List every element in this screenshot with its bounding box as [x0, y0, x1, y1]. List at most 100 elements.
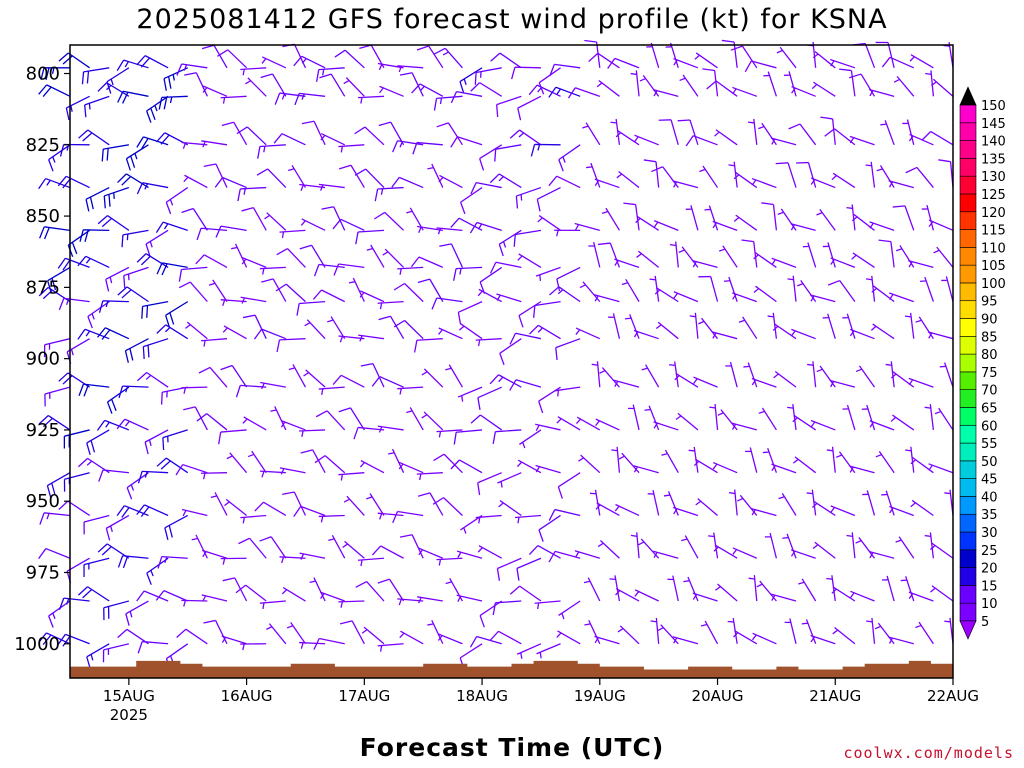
- barb-half-flag: [615, 590, 621, 596]
- barb-staff: [292, 364, 307, 388]
- wind-barb: [732, 547, 758, 559]
- barb-staff: [936, 246, 954, 268]
- barb-half-flag: [535, 424, 540, 431]
- barb-flag: [530, 144, 536, 157]
- wind-barb: [509, 129, 542, 146]
- barb-staff: [635, 204, 640, 231]
- wind-barb: [57, 175, 90, 189]
- barb-staff: [479, 266, 503, 283]
- barb-flag: [142, 346, 145, 360]
- colorbar-segment: [959, 229, 977, 248]
- barb-half-flag: [678, 249, 685, 253]
- barb-staff: [538, 215, 561, 231]
- barb-flag: [374, 188, 379, 202]
- barb-flag: [116, 505, 125, 517]
- barb-staff: [904, 205, 915, 231]
- barb-flag: [117, 628, 128, 639]
- barb-flag: [273, 133, 283, 144]
- barb-staff: [810, 634, 836, 645]
- wind-barb: [672, 636, 699, 645]
- wind-barb: [124, 338, 149, 363]
- barb-staff: [498, 229, 522, 245]
- wind-barb: [293, 55, 326, 69]
- barb-flag: [492, 602, 497, 616]
- barb-staff: [558, 144, 581, 161]
- barb-half-flag: [669, 243, 677, 247]
- barb-half-flag: [445, 367, 452, 371]
- wind-barb: [721, 39, 738, 68]
- barb-flag: [85, 199, 90, 212]
- barb-flag: [84, 229, 89, 243]
- wind-barb: [359, 290, 385, 303]
- barb-half-flag: [846, 206, 853, 210]
- barb-half-flag: [929, 544, 936, 550]
- barb-flag: [121, 176, 132, 186]
- barb-staff: [299, 641, 326, 645]
- wind-barb: [748, 575, 758, 602]
- wind-barb: [851, 252, 875, 268]
- barb-staff: [534, 300, 561, 307]
- barb-flag: [377, 578, 390, 584]
- colorbar-label: 80: [981, 348, 998, 363]
- barb-half-flag: [904, 315, 912, 318]
- wind-barb: [220, 557, 247, 565]
- barb-half-flag: [88, 103, 91, 110]
- barb-half-flag: [280, 421, 286, 428]
- wind-barb: [96, 419, 130, 431]
- barb-half-flag: [849, 592, 855, 599]
- barb-half-flag: [438, 329, 443, 335]
- barb-staff: [126, 286, 149, 303]
- barb-flag: [556, 278, 561, 292]
- barb-flag: [196, 413, 208, 422]
- wind-barb: [48, 600, 71, 628]
- wind-barb: [338, 144, 365, 153]
- wind-barb: [919, 276, 934, 302]
- barb-half-flag: [751, 379, 757, 386]
- wind-barb: [125, 144, 149, 171]
- wind-barb: [319, 73, 346, 97]
- wind-barb: [802, 242, 817, 268]
- wind-barb: [371, 376, 404, 388]
- wind-barb: [377, 62, 404, 71]
- barb-staff: [774, 323, 797, 340]
- barb-staff: [742, 316, 758, 340]
- wind-barb: [630, 70, 640, 97]
- barb-half-flag: [261, 382, 265, 390]
- barb-staff: [360, 290, 385, 303]
- barb-half-flag: [778, 496, 785, 500]
- barb-staff: [594, 178, 620, 189]
- barb-flag: [121, 507, 130, 518]
- wind-barb: [198, 366, 228, 388]
- colorbar-label: 135: [981, 152, 1006, 167]
- barb-half-flag: [398, 463, 404, 470]
- wind-barb: [241, 207, 267, 231]
- barb-staff: [732, 547, 758, 559]
- barb-half-flag: [888, 181, 894, 188]
- wind-barb: [236, 126, 267, 146]
- barb-half-flag: [591, 363, 598, 366]
- barb-staff: [272, 278, 287, 302]
- colorbar-label: 60: [981, 419, 998, 434]
- barb-staff: [346, 495, 365, 516]
- wind-barb: [842, 404, 856, 431]
- wind-barb: [610, 118, 621, 145]
- wind-barb: [158, 95, 188, 110]
- barb-flag: [122, 91, 129, 104]
- wind-barb: [810, 419, 836, 431]
- wind-barb: [588, 52, 620, 69]
- barb-staff: [202, 549, 228, 559]
- wind-barb: [849, 465, 875, 474]
- barb-staff: [791, 85, 816, 97]
- barb-flag: [557, 486, 563, 499]
- wind-barb: [184, 72, 208, 97]
- barb-flag: [567, 87, 576, 99]
- barb-staff: [181, 266, 208, 271]
- barb-half-flag: [65, 598, 70, 605]
- colorbar-segment: [959, 175, 977, 195]
- barb-staff: [733, 161, 738, 188]
- wind-barb: [915, 621, 934, 645]
- wind-barb: [653, 88, 679, 97]
- barb-half-flag: [562, 156, 566, 163]
- wind-barb: [498, 229, 522, 257]
- wind-barb: [790, 549, 816, 559]
